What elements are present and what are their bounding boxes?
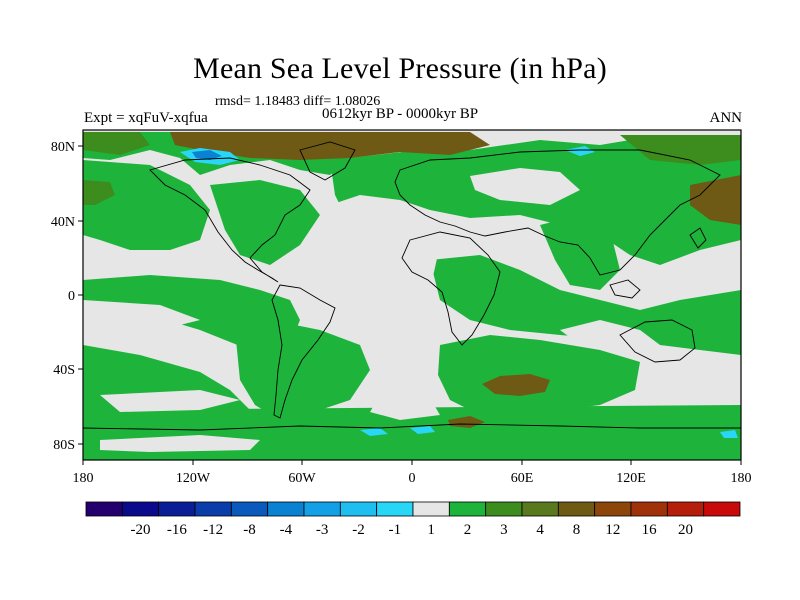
negative-anomaly-regions: [180, 146, 738, 438]
lon-label: 120W: [176, 471, 211, 486]
australia-coast: [619, 319, 696, 363]
colorbar-swatch: [521, 501, 559, 517]
colorbar-label: 2: [464, 522, 472, 538]
neutral-patches: [83, 168, 660, 452]
antarctic-cyan-1: [360, 428, 388, 436]
indian-ocean-green: [430, 255, 741, 355]
colorbar-label: 16: [642, 522, 658, 538]
colorbar: [85, 501, 741, 517]
experiment-label: Expt = xqFuV-xqfua: [84, 110, 208, 126]
positive-high-regions: [170, 132, 741, 428]
colorbar-label: -20: [131, 522, 151, 538]
eurasia-coast: [394, 149, 721, 276]
lon-label: 120E: [616, 471, 646, 486]
arabia-india-green: [540, 215, 620, 290]
period-label: 0612kyr BP - 0000kyr BP: [322, 106, 479, 122]
colorbar-swatch: [121, 501, 160, 517]
antarctic-cyan-2: [410, 426, 435, 434]
colorbar-label: -1: [389, 522, 402, 538]
lon-label: 180: [731, 471, 752, 486]
colorbar-label: 1: [427, 522, 435, 538]
colorbar-label: 20: [678, 522, 693, 538]
season-label: ANN: [709, 110, 743, 126]
colorbar-swatch: [376, 501, 414, 517]
greenland-coast: [299, 141, 356, 181]
colorbar-label: -16: [167, 522, 187, 538]
colorbar-label: 8: [573, 522, 581, 538]
arctic-brown: [170, 132, 490, 160]
africa-coast: [401, 231, 501, 346]
stats-label: rmsd= 1.18483 diff= 1.08026: [215, 94, 381, 109]
antarctic-brown: [448, 416, 485, 428]
north-america-green: [210, 180, 320, 265]
south-indian-brown: [482, 374, 550, 396]
lon-label: 60E: [511, 471, 534, 486]
antarctica-coast: [83, 423, 741, 431]
pacific-olive: [83, 180, 115, 205]
colorbar-swatch: [230, 501, 269, 517]
colorbar-label: 4: [536, 522, 544, 538]
east-pacific-neutral: [83, 300, 200, 330]
lat-label: 40S: [53, 363, 75, 378]
lon-label: 0: [409, 471, 416, 486]
lat-label: 0: [68, 289, 75, 304]
colorbar-swatch: [666, 501, 705, 517]
north-pacific-green: [83, 160, 210, 250]
colorbar-label: -3: [316, 522, 329, 538]
lon-label: 180: [73, 471, 94, 486]
longitude-labels: 180 120W 60W 0 60E 120E 180: [73, 471, 752, 486]
indonesia-coast: [609, 279, 641, 299]
arctic-olive-west: [83, 132, 150, 155]
south-atlantic-neutral: [370, 395, 440, 420]
south-indian-green: [438, 335, 640, 418]
colorbar-labels: -20 -16 -12 -8 -4 -3 -2 -1 1 2 3 4 8 12 16 20: [131, 522, 694, 538]
siberia-neutral: [470, 168, 580, 205]
south-pacific-neutral: [100, 390, 240, 412]
axis-ticks: [78, 145, 742, 465]
colorbar-label: 3: [500, 522, 508, 538]
lon-label: 60W: [288, 471, 316, 486]
colorbar-swatch: [303, 501, 341, 517]
lat-label: 80N: [51, 140, 75, 155]
colorbar-label: -4: [280, 522, 293, 538]
canada-arctic-blue: [192, 150, 222, 160]
colorbar-swatch: [630, 501, 668, 517]
south-america-green: [235, 320, 370, 420]
colorbar-swatch: [412, 501, 450, 517]
siberia-cyan: [565, 146, 595, 156]
anomaly-field: [83, 130, 741, 460]
north-america-coast: [149, 157, 311, 283]
lat-label: 40N: [51, 215, 75, 230]
colorbar-swatch: [158, 501, 196, 517]
north-pacific-brown: [690, 175, 741, 225]
map-title: Mean Sea Level Pressure (in hPa): [193, 52, 607, 85]
colorbar-swatch: [485, 501, 523, 517]
lat-label: 80S: [53, 438, 75, 453]
colorbar-label: -8: [243, 522, 256, 538]
colorbar-swatch: [194, 501, 232, 517]
colorbar-swatch: [448, 501, 487, 517]
colorbar-swatch: [339, 501, 378, 517]
atlantic-neutral: [330, 195, 440, 320]
south-indian-neutral: [560, 320, 660, 350]
coastlines: [83, 141, 741, 431]
colorbar-label: -2: [352, 522, 365, 538]
colorbar-swatch: [557, 501, 596, 517]
colorbar-label: 12: [605, 522, 620, 538]
japan-coast: [689, 227, 707, 249]
colorbar-swatch: [594, 501, 632, 517]
positive-mid-regions: [83, 132, 741, 205]
colorbar-label: -12: [203, 522, 223, 538]
south-america-coast: [271, 284, 336, 419]
antarctic-cyan-3: [720, 430, 738, 438]
latitude-labels: 80N 40N 0 40S 80S: [51, 140, 75, 453]
arctic-olive-east: [620, 135, 741, 165]
colorbar-swatch: [85, 501, 123, 517]
colorbar-swatch: [703, 501, 741, 517]
antarctic-neutral: [100, 435, 260, 452]
colorbar-swatch: [267, 501, 305, 517]
